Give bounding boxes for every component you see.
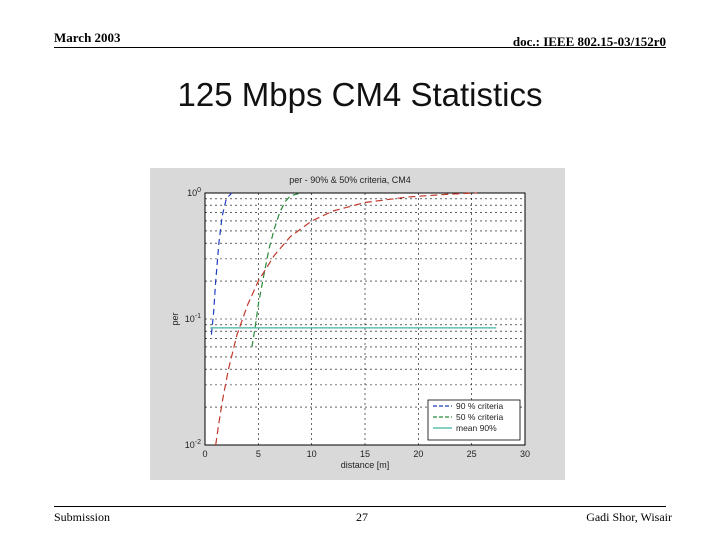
chart-figure: 0 5 10 15 20 25 30 10-2 10-1 100 per - 90% & 50% … [150,168,565,480]
series-line-2 [251,192,302,348]
footer-divider [54,506,666,507]
x-tick-label: 20 [413,449,423,459]
series-layer [210,192,497,446]
footer-submission: Submission [54,510,111,524]
x-tick-label: 15 [360,449,370,459]
x-tick-label: 10 [307,449,317,459]
y-tick-label: 10-2 [185,439,201,450]
y-tick-base: 10 [185,314,195,324]
x-tick-label: 30 [520,449,530,459]
legend-label: mean 90% [456,423,497,433]
header-divider [54,47,666,48]
y-tick-base: 10 [185,440,195,450]
x-tick-label: 5 [256,449,261,459]
chart-title: per - 90% & 50% criteria, CM4 [289,175,411,185]
legend-label: 90 % criteria [456,401,504,411]
header-date: March 2003 [54,30,121,45]
slide-title: 125 Mbps CM4 Statistics [177,76,543,113]
y-tick-exponent: 0 [197,187,201,194]
y-tick-label: 10-1 [185,313,201,324]
footer-author: Gadi Shor, Wisair [586,510,672,524]
legend-box [427,399,521,441]
y-tick-label: 100 [187,187,201,198]
series-line-1 [210,192,233,335]
x-tick-label: 0 [202,449,207,459]
y-tick-base: 10 [187,188,197,198]
legend-label: 50 % criteria [456,412,504,422]
y-tick-exponent: -1 [195,313,201,320]
x-axis-label: distance [m] [341,460,390,470]
header-doc-id: doc.: IEEE 802.15-03/152r0 [512,34,666,49]
footer-page-number: 27 [356,510,368,524]
y-axis-label: per [170,312,180,325]
y-tick-exponent: -2 [195,439,201,446]
series-line-4 [215,192,478,446]
x-tick-label: 25 [467,449,477,459]
